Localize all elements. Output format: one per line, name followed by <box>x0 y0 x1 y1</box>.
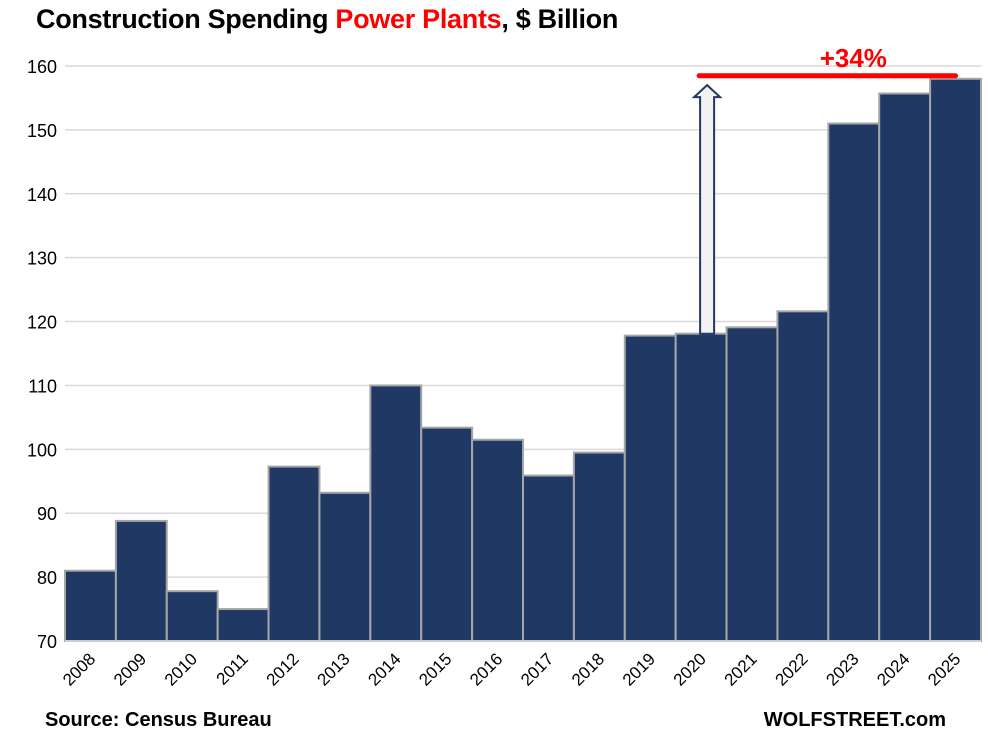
source-label: Source: Census Bureau <box>45 709 272 731</box>
y-tick-label: 150 <box>27 121 57 141</box>
bar <box>267 465 321 643</box>
bar <box>522 474 575 642</box>
y-tick-label: 80 <box>37 568 57 588</box>
x-tick-label: 2013 <box>314 649 354 689</box>
x-tick-label: 2021 <box>721 649 761 689</box>
bar <box>64 569 117 643</box>
change-label: +34% <box>820 43 887 73</box>
bar <box>572 451 626 642</box>
x-tick-label: 2022 <box>772 649 812 689</box>
x-tick-label: 2011 <box>213 649 252 688</box>
bar <box>776 310 830 642</box>
up-arrow-icon <box>691 83 723 335</box>
bar <box>827 122 881 642</box>
y-tick-label: 140 <box>27 185 57 205</box>
x-tick-label: 2020 <box>670 649 710 689</box>
x-tick-label: 2025 <box>924 649 964 689</box>
chart-title: Construction Spending Power Plants, $ Bi… <box>36 4 618 35</box>
bar <box>623 334 677 642</box>
x-tick-label: 2023 <box>822 649 862 689</box>
y-tick-label: 70 <box>37 632 57 652</box>
title-prefix: Construction Spending <box>36 4 336 34</box>
x-axis: 2008 2009 2010 2011 2012 2013 2014 2015 2016 2017… <box>59 640 981 690</box>
x-tick-label: 2012 <box>263 649 303 689</box>
x-tick-label: 2008 <box>59 649 99 689</box>
bar <box>420 426 474 642</box>
y-tick-label: 130 <box>27 249 57 269</box>
y-tick-label: 120 <box>27 313 57 333</box>
bar <box>674 332 728 642</box>
x-tick-label: 2016 <box>466 649 506 689</box>
x-tick-label: 2024 <box>873 649 913 689</box>
bar <box>369 384 423 643</box>
bar <box>725 326 779 642</box>
bar <box>471 438 525 642</box>
x-tick-label: 2018 <box>568 649 608 689</box>
bars <box>64 77 982 643</box>
y-axis: 70 80 90 100 110 120 130 140 150 160 <box>27 57 57 652</box>
x-tick-label: 2015 <box>415 649 455 689</box>
bar <box>165 590 219 643</box>
y-tick-label: 160 <box>27 57 57 77</box>
title-suffix: , $ Billion <box>501 4 619 34</box>
x-tick-label: 2019 <box>619 649 659 689</box>
bar <box>929 77 982 643</box>
bar <box>114 519 168 643</box>
bar <box>216 608 270 642</box>
x-tick-label: 2017 <box>517 649 557 689</box>
x-tick-label: 2014 <box>364 649 404 689</box>
y-tick-label: 90 <box>37 504 57 524</box>
x-tick-label: 2010 <box>161 649 201 689</box>
title-highlight: Power Plants <box>335 4 502 34</box>
annotations: +34% <box>691 43 959 335</box>
brand-label: WOLFSTREET.com <box>763 709 946 731</box>
x-tick-label: 2009 <box>110 649 150 689</box>
y-tick-label: 110 <box>28 376 57 396</box>
y-tick-label: 100 <box>27 440 57 460</box>
bar <box>878 92 932 642</box>
bar <box>318 491 372 642</box>
